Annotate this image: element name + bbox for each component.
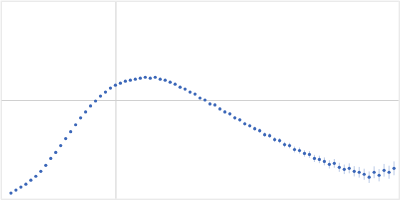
point — [134, 78, 137, 81]
point — [39, 170, 42, 173]
point — [338, 166, 341, 169]
point — [363, 173, 366, 176]
point — [382, 169, 385, 172]
point — [169, 81, 172, 84]
point — [353, 170, 356, 173]
point — [9, 191, 12, 194]
point — [84, 110, 87, 113]
point — [188, 90, 191, 93]
point — [99, 94, 102, 97]
point — [378, 174, 381, 177]
point — [109, 87, 112, 90]
point — [258, 129, 261, 132]
point — [198, 96, 201, 99]
plot-frame — [1, 1, 399, 199]
point — [358, 171, 361, 174]
point — [139, 77, 142, 80]
point — [243, 122, 246, 125]
point — [193, 92, 196, 95]
axis-line — [2, 1, 400, 200]
y-axis — [1, 2, 399, 200]
point — [119, 82, 122, 85]
point — [308, 153, 311, 156]
point — [44, 164, 47, 167]
point — [373, 171, 376, 174]
point — [34, 175, 37, 178]
point — [273, 138, 276, 141]
point — [29, 179, 32, 182]
point — [49, 157, 52, 160]
tick — [1, 100, 399, 101]
point — [154, 76, 157, 79]
point — [392, 167, 395, 170]
point — [278, 139, 281, 142]
point — [253, 127, 256, 130]
point — [268, 134, 271, 137]
grid-line — [1, 100, 399, 101]
point — [124, 80, 127, 83]
point — [348, 167, 351, 170]
marks — [9, 76, 395, 195]
point — [159, 78, 162, 81]
point — [144, 76, 147, 79]
point — [179, 86, 182, 89]
point — [233, 116, 236, 119]
point — [74, 123, 77, 126]
chart — [0, 0, 400, 200]
point — [89, 104, 92, 107]
point — [333, 162, 336, 165]
point — [318, 158, 321, 161]
point — [293, 148, 296, 151]
plot — [1, 1, 400, 200]
point — [248, 124, 251, 127]
point — [149, 77, 152, 80]
point — [19, 186, 22, 189]
point — [94, 99, 97, 102]
point — [183, 88, 186, 91]
axis-line — [2, 2, 400, 200]
point — [208, 102, 211, 105]
point — [298, 149, 301, 152]
point — [54, 151, 57, 154]
point — [213, 103, 216, 106]
point — [343, 168, 346, 171]
point — [64, 137, 67, 140]
point — [114, 84, 117, 87]
point — [328, 163, 331, 166]
point — [79, 116, 82, 119]
point — [288, 144, 291, 147]
point — [263, 133, 266, 136]
point — [303, 152, 306, 155]
point — [129, 79, 132, 82]
point — [69, 130, 72, 133]
point — [368, 176, 371, 179]
point — [313, 157, 316, 160]
point — [164, 79, 167, 82]
point — [387, 171, 390, 174]
point — [283, 143, 286, 146]
x-axis — [2, 1, 400, 200]
point — [24, 183, 27, 186]
point — [104, 90, 107, 93]
point — [238, 118, 241, 121]
point — [228, 112, 231, 115]
point — [14, 188, 17, 191]
point — [203, 98, 206, 101]
point — [323, 160, 326, 163]
point — [223, 110, 226, 113]
point — [174, 83, 177, 86]
point — [218, 107, 221, 110]
point — [59, 144, 62, 147]
